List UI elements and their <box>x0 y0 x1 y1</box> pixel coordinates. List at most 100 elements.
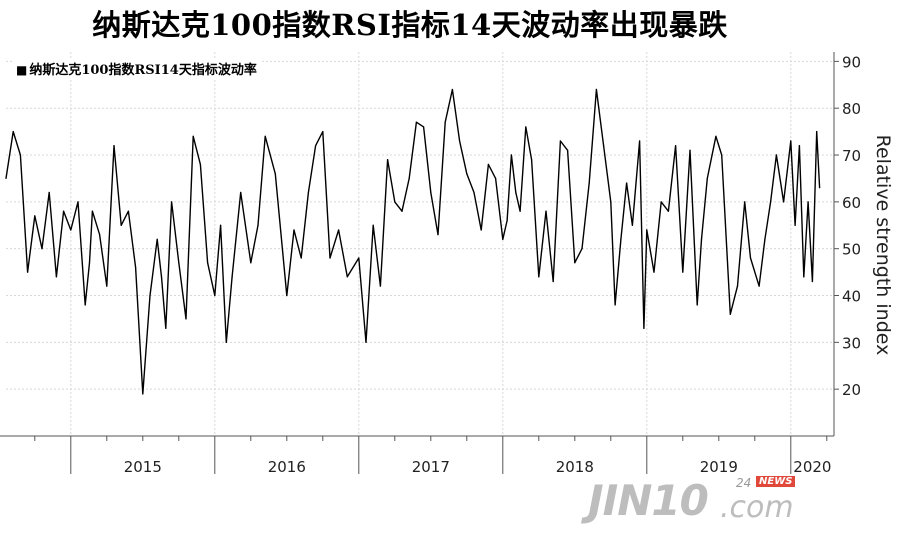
data-point <box>764 238 766 240</box>
data-point <box>798 145 801 147</box>
data-point <box>5 177 7 180</box>
data-point <box>214 294 216 297</box>
data-point <box>19 154 21 156</box>
data-point <box>329 257 331 259</box>
data-point <box>581 248 583 250</box>
data-point <box>274 173 276 175</box>
gridlines <box>6 52 834 436</box>
data-point <box>538 276 540 278</box>
data-point <box>495 177 497 180</box>
data-point <box>519 210 521 212</box>
data-point <box>567 149 569 151</box>
data-point <box>706 177 708 180</box>
data-point <box>120 224 122 226</box>
jin10-watermark-logo: JIN10 .com 24 NEWS <box>588 476 798 532</box>
data-point <box>127 210 129 212</box>
data-point <box>552 280 554 283</box>
data-point <box>48 191 50 194</box>
x-tick-label: 2017 <box>412 458 450 476</box>
page-title: 纳斯达克100指数RSI指标14天波动率出现暴跌 <box>92 8 728 42</box>
data-point <box>160 276 163 278</box>
chart-legend: ■ 纳斯达克100指数RSI14天指标波动率 <box>12 58 261 79</box>
data-point <box>721 154 723 156</box>
data-point <box>231 276 233 278</box>
data-point <box>595 88 598 91</box>
data-point <box>77 201 79 203</box>
y-tick-label: 20 <box>842 381 861 399</box>
watermark-news-badge: NEWS <box>756 476 796 487</box>
watermark-suffix: .com <box>720 490 794 525</box>
data-point <box>293 229 295 231</box>
data-point <box>423 126 425 128</box>
data-point <box>315 145 317 147</box>
data-point <box>401 210 403 212</box>
data-point <box>675 145 677 147</box>
data-point <box>510 154 513 156</box>
data-point <box>626 182 628 184</box>
data-point <box>715 135 717 137</box>
data-point <box>219 224 222 226</box>
data-point <box>451 88 453 91</box>
data-point <box>444 121 446 123</box>
legend-label: 纳斯达克100指数RSI14天指标波动率 <box>29 63 257 78</box>
data-point <box>34 215 36 217</box>
data-point <box>614 304 616 306</box>
data-point <box>70 229 72 231</box>
data-point <box>165 327 167 329</box>
data-point <box>807 201 809 203</box>
y-tick-labels: 20 30 40 50 60 70 80 90 <box>842 53 861 399</box>
data-point <box>749 257 752 259</box>
data-point <box>506 219 508 222</box>
data-point <box>91 210 93 212</box>
data-point <box>322 131 324 133</box>
data-point <box>250 262 252 264</box>
data-point <box>515 191 517 194</box>
data-point <box>696 304 698 306</box>
data-point <box>88 262 91 264</box>
data-point <box>620 238 622 240</box>
data-point <box>63 210 65 212</box>
data-point <box>240 191 242 194</box>
data-point <box>338 229 340 231</box>
data-point <box>106 285 108 287</box>
data-point <box>372 224 374 226</box>
data-point <box>437 234 439 236</box>
data-point <box>803 276 805 278</box>
data-point <box>415 121 417 123</box>
data-point <box>588 182 590 184</box>
data-point <box>408 177 410 180</box>
data-point <box>27 271 29 273</box>
data-point <box>610 201 612 203</box>
data-point <box>185 318 187 320</box>
y-tick-label: 40 <box>842 288 861 306</box>
data-point <box>531 159 533 161</box>
data-point <box>300 257 302 259</box>
data-point <box>286 294 288 297</box>
data-point <box>646 229 648 231</box>
data-point <box>736 285 739 287</box>
data-point <box>459 140 461 142</box>
data-point <box>603 145 605 147</box>
data-point <box>744 201 746 203</box>
data-point <box>790 140 792 142</box>
data-point <box>487 163 489 165</box>
data-point <box>142 393 144 395</box>
data-point <box>135 266 137 269</box>
data-point <box>794 224 796 226</box>
x-tick-label: 2018 <box>556 458 594 476</box>
data-point <box>12 131 14 133</box>
x-tick-label: 2019 <box>700 458 738 476</box>
data-point <box>525 126 527 128</box>
data-point <box>639 140 641 142</box>
data-point <box>430 191 432 194</box>
data-point <box>199 163 201 165</box>
data-point <box>225 341 227 343</box>
data-point <box>502 238 504 240</box>
data-point <box>480 229 482 231</box>
data-point <box>660 201 662 203</box>
data-point <box>653 271 655 273</box>
x-tick-label: 2015 <box>124 458 162 476</box>
data-point <box>178 262 180 264</box>
data-point <box>758 285 760 287</box>
data-point <box>545 210 547 212</box>
